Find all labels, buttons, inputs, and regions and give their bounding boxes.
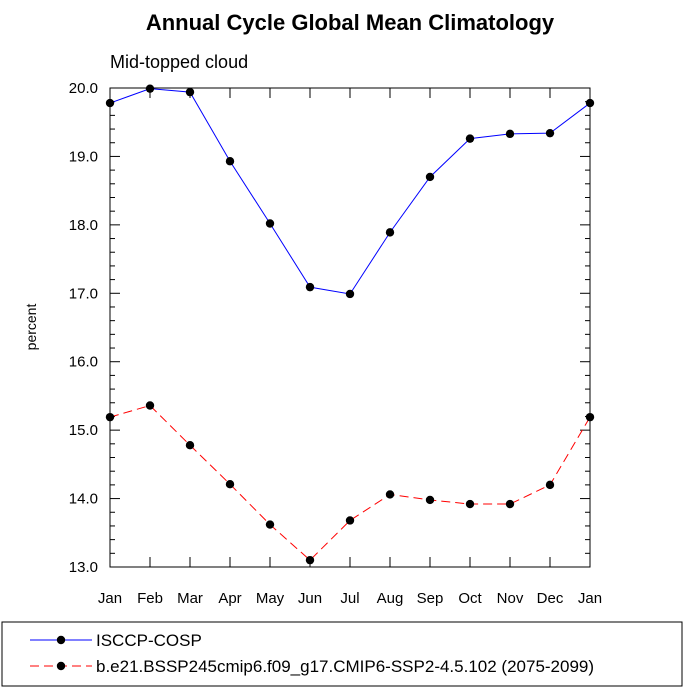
y-axis-label: percent bbox=[23, 304, 39, 351]
y-tick-label: 19.0 bbox=[69, 148, 98, 165]
x-tick-label: Jul bbox=[340, 590, 359, 607]
x-tick-label: Feb bbox=[137, 590, 163, 607]
series-0-point bbox=[305, 282, 315, 292]
x-tick-label: Jan bbox=[578, 590, 602, 607]
series-0-point bbox=[425, 172, 435, 182]
series-1-point bbox=[145, 401, 155, 410]
y-tick-label: 16.0 bbox=[69, 354, 98, 371]
series-0-point bbox=[505, 129, 515, 139]
series-1-point bbox=[505, 499, 515, 509]
series-1-point bbox=[185, 440, 195, 450]
series-1-point bbox=[345, 516, 355, 525]
series-1-point bbox=[425, 495, 435, 505]
legend-marker-1 bbox=[56, 661, 66, 671]
series-0-point bbox=[185, 87, 195, 97]
series-0-point bbox=[545, 128, 555, 138]
ticks-layer: Jan Feb Mar Apr May Jun Jul Aug Sep Oct Nov Dec Jan1… bbox=[69, 80, 602, 607]
legend-label-0: ISCCP-COSP bbox=[96, 631, 202, 650]
series-0-point bbox=[105, 98, 115, 108]
x-tick-label: May bbox=[256, 590, 285, 607]
legend: ISCCP-COSP b.e21.BSSP245cmip6.f09_g17.CMI… bbox=[30, 631, 594, 676]
series-0-point bbox=[465, 134, 475, 143]
series-0-point bbox=[225, 157, 235, 166]
y-tick-label: 18.0 bbox=[69, 217, 98, 234]
x-tick-label: Aug bbox=[377, 590, 404, 607]
x-tick-label: Mar bbox=[177, 590, 203, 607]
x-tick-label: Jun bbox=[298, 590, 322, 607]
series-1-point bbox=[465, 499, 475, 509]
series-0-point bbox=[345, 289, 355, 299]
series-1-point bbox=[225, 480, 235, 489]
series-1-point bbox=[105, 412, 115, 422]
y-tick-label: 17.0 bbox=[69, 285, 98, 302]
legend-label-1: b.e21.BSSP245cmip6.f09_g17.CMIP6-SSP2-4.… bbox=[96, 657, 594, 676]
chart-subtitle: Mid-topped cloud bbox=[110, 52, 248, 72]
plot-frame bbox=[109, 87, 591, 568]
series-line-1 bbox=[109, 404, 591, 561]
x-tick-label: Jan bbox=[98, 590, 122, 607]
legend-box bbox=[1, 621, 683, 687]
y-tick-label: 15.0 bbox=[69, 422, 98, 439]
series-1-point bbox=[385, 490, 395, 499]
x-tick-label: Sep bbox=[417, 590, 444, 607]
series-0-point bbox=[145, 84, 155, 93]
x-tick-label: Dec bbox=[537, 590, 564, 607]
series-1-point bbox=[305, 555, 315, 565]
series-0-point bbox=[385, 228, 395, 237]
y-tick-label: 13.0 bbox=[69, 559, 98, 576]
x-tick-label: Oct bbox=[458, 590, 482, 607]
series-layer bbox=[105, 84, 595, 565]
chart-title: Annual Cycle Global Mean Climatology bbox=[146, 10, 555, 35]
legend-marker-0 bbox=[56, 635, 66, 645]
series-1-point bbox=[265, 520, 275, 529]
x-tick-label: Nov bbox=[497, 590, 524, 607]
series-1-point bbox=[585, 412, 595, 422]
y-tick-label: 20.0 bbox=[69, 80, 98, 97]
series-0-point bbox=[585, 98, 595, 108]
series-1-point bbox=[545, 480, 555, 490]
series-line-0 bbox=[109, 88, 591, 295]
x-tick-label: Apr bbox=[218, 590, 241, 607]
series-0-point bbox=[265, 219, 275, 228]
y-tick-label: 14.0 bbox=[69, 491, 98, 508]
